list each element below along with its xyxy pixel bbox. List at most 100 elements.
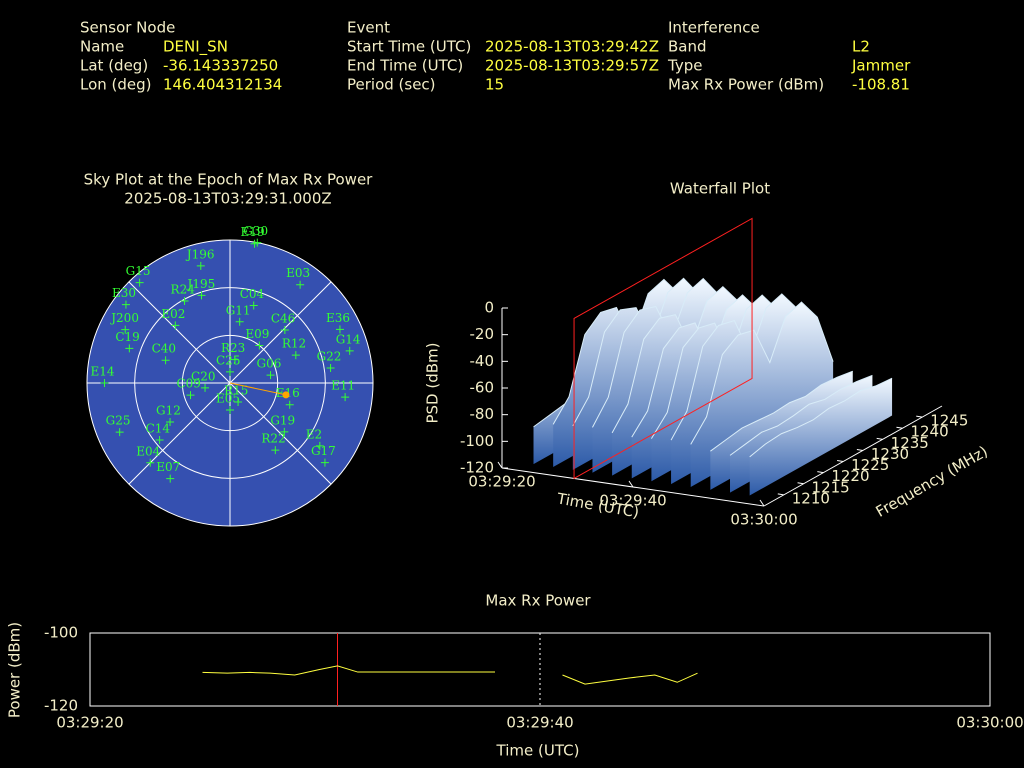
x-tick-label: 03:30:00 — [730, 511, 797, 529]
y-tick-label: 1245 — [930, 412, 968, 430]
field-value: -108.81 — [852, 76, 910, 94]
satellite-label: R23 — [221, 341, 245, 355]
field-label: Period (sec) — [347, 76, 436, 94]
satellite — [250, 239, 259, 248]
satellite — [121, 325, 130, 334]
satellite — [255, 341, 264, 350]
satellite — [280, 427, 289, 436]
x-tick-label: 03:29:20 — [468, 473, 535, 491]
field-label: Type — [667, 57, 702, 75]
satellite-label: C40 — [152, 342, 176, 356]
satellite — [155, 435, 164, 444]
section-title: Event — [347, 19, 390, 37]
satellite — [161, 356, 170, 365]
y-axis-label: Power (dBm) — [6, 622, 24, 718]
chart-subtitle: 2025-08-13T03:29:31.000Z — [124, 190, 331, 208]
satellite — [196, 261, 205, 270]
satellite-label: E04 — [136, 444, 160, 458]
satellite — [230, 355, 239, 364]
satellite — [271, 446, 280, 455]
satellite-label: C20 — [191, 369, 215, 383]
satellite-label: G22 — [317, 349, 342, 363]
azimuth-spoke — [229, 281, 332, 384]
satellite-label: G30 — [243, 224, 268, 238]
satellite — [315, 441, 324, 450]
jammer-direction — [229, 382, 287, 396]
satellite — [135, 278, 144, 287]
satellite-label: E05 — [216, 392, 240, 406]
satellite — [345, 346, 354, 355]
jammer-marker — [282, 391, 290, 399]
plot-frame — [89, 632, 991, 707]
satellite-label: E11 — [331, 379, 355, 393]
z-tick-label: -20 — [470, 325, 495, 343]
satellite-label: R15 — [224, 384, 248, 398]
psd-slice — [729, 374, 873, 456]
chart-title: Sky Plot at the Epoch of Max Rx Power — [84, 171, 374, 189]
x-tick-label: 03:29:40 — [599, 492, 666, 510]
section-title: Interference — [668, 19, 760, 37]
y-tick — [916, 415, 923, 418]
y-tick-label: 1220 — [831, 467, 869, 485]
satellite — [121, 300, 130, 309]
satellite-label: E30 — [112, 286, 136, 300]
satellite — [234, 398, 243, 407]
satellite-label: J195 — [186, 277, 216, 291]
frequency-axis — [763, 405, 943, 507]
satellite — [326, 363, 335, 372]
psd-slice — [690, 301, 834, 445]
azimuth-spoke — [128, 382, 231, 485]
y-tick-label: 1225 — [851, 456, 889, 474]
field-value: 2025-08-13T03:29:57Z — [485, 57, 659, 75]
satellite-label: R24 — [171, 283, 196, 297]
satellite — [197, 291, 206, 300]
satellite-label: C46 — [271, 312, 295, 326]
chart-title: Max Rx Power — [485, 592, 591, 610]
satellite-label: C19 — [115, 330, 139, 344]
satellite-label: E03 — [286, 266, 310, 280]
satellite-label: G06 — [257, 357, 282, 371]
satellite — [180, 297, 189, 306]
psd-slice — [749, 377, 893, 458]
field-value: Jammer — [851, 57, 911, 75]
field-label: End Time (UTC) — [347, 57, 463, 75]
field-label: Lat (deg) — [80, 57, 148, 75]
y-tick — [876, 437, 883, 440]
field-value: -36.143337250 — [163, 57, 278, 75]
y-tick-label: 1215 — [812, 478, 850, 496]
satellite — [125, 344, 134, 353]
satellite-label: G12 — [156, 403, 181, 417]
satellite — [320, 458, 329, 467]
x-axis-label: Time (UTC) — [496, 742, 580, 760]
epoch-plane — [573, 217, 753, 480]
y-tick-label: 1230 — [871, 445, 909, 463]
satellite-label: R22 — [261, 432, 285, 446]
field-label: Band — [668, 38, 707, 56]
y-tick-label: -120 — [44, 697, 78, 715]
satellite-label: C04 — [240, 287, 265, 301]
satellite — [115, 428, 124, 437]
satellite-label: G25 — [106, 414, 131, 428]
satellite-label: G15 — [126, 264, 151, 278]
satellite-label: R12 — [282, 337, 306, 351]
field-label: Lon (deg) — [80, 76, 152, 94]
satellite — [166, 474, 175, 483]
satellite — [291, 351, 300, 360]
satellite — [100, 379, 109, 387]
z-tick-label: -100 — [460, 432, 494, 450]
satellite-label: E36 — [326, 311, 350, 325]
satellite-label: E02 — [161, 307, 185, 321]
satellite-label: E09 — [245, 327, 269, 341]
satellite-label: G19 — [270, 413, 295, 427]
satellite-label: E14 — [90, 365, 114, 379]
azimuth-spoke — [128, 281, 231, 384]
y-tick — [837, 460, 844, 463]
z-tick-label: 0 — [484, 299, 494, 317]
field-value: 146.404312134 — [163, 76, 282, 94]
satellite — [226, 406, 234, 415]
field-label: Name — [80, 38, 124, 56]
satellite-label: E07 — [156, 460, 180, 474]
satellite-label: E19 — [241, 225, 265, 239]
z-tick-label: -80 — [470, 405, 495, 423]
